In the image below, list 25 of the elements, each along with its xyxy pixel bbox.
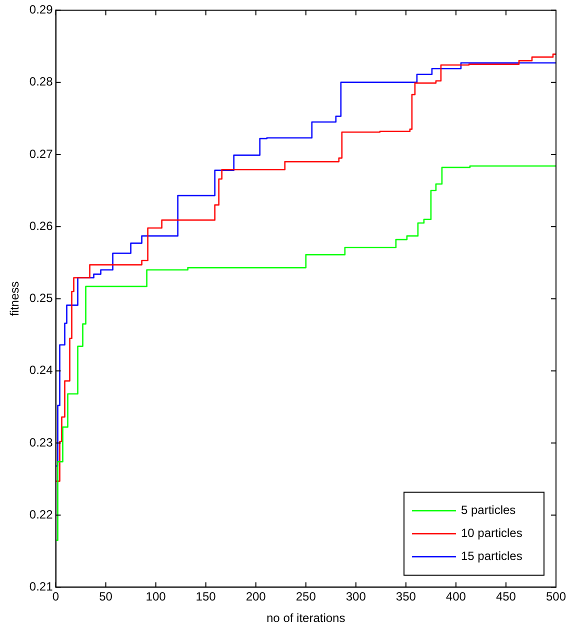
x-tick-label: 400 xyxy=(446,590,466,604)
y-axis-title: fitness xyxy=(8,281,22,316)
y-tick-label: 0.23 xyxy=(29,435,54,450)
y-tick-label: 0.24 xyxy=(29,363,54,378)
x-tick-label: 250 xyxy=(296,590,316,604)
x-tick-label: 350 xyxy=(396,590,416,604)
y-tick-label: 0.28 xyxy=(29,74,54,89)
legend-label: 5 particles xyxy=(460,503,516,518)
y-tick-label: 0.26 xyxy=(29,218,54,233)
y-tick-label: 0.25 xyxy=(29,291,54,306)
x-tick-label: 300 xyxy=(346,590,366,604)
y-tick-label: 0.22 xyxy=(29,507,54,522)
x-tick-label: 50 xyxy=(99,590,113,604)
x-tick-label: 450 xyxy=(496,590,516,604)
x-axis-title: no of iterations xyxy=(266,611,346,626)
x-tick-label: 100 xyxy=(146,590,166,604)
y-tick-label: 0.29 xyxy=(29,2,54,17)
y-tick-label: 0.27 xyxy=(29,146,54,161)
x-tick-label: 150 xyxy=(196,590,216,604)
legend-label: 15 particles xyxy=(460,549,522,564)
y-tick-label: 0.21 xyxy=(29,580,54,594)
legend-label: 10 particles xyxy=(460,526,522,540)
x-tick-label: 500 xyxy=(546,590,566,604)
x-tick-label: 0 xyxy=(52,590,60,604)
x-tick-label: 200 xyxy=(246,590,266,604)
